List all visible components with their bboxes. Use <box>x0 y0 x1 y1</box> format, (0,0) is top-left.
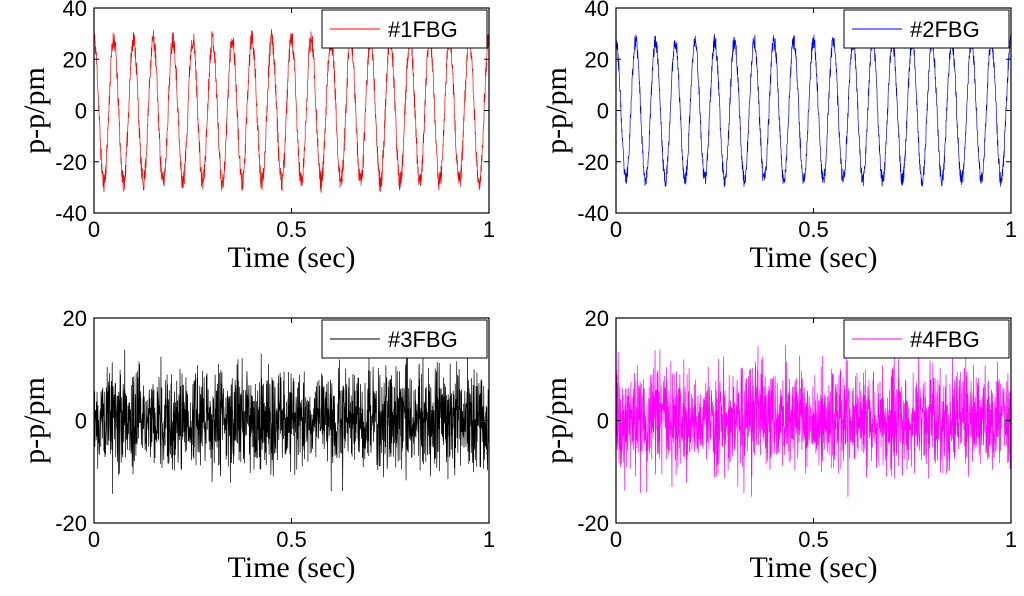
series-line-2fbg <box>615 33 1012 188</box>
legend: #1FBG <box>321 9 488 49</box>
x-axis-label: Time (sec) <box>227 551 355 584</box>
y-axis-ticks: -20 0 20 <box>577 306 1011 536</box>
y-axis-ticks: -20 0 20 <box>55 306 489 536</box>
x-axis-label: Time (sec) <box>749 241 877 274</box>
x-tick-label: 0.5 <box>276 527 307 552</box>
y-axis-label: p-p/pm <box>540 377 573 464</box>
y-tick-label: 20 <box>585 47 609 72</box>
y-tick-label: 40 <box>63 0 87 21</box>
y-tick-label: -40 <box>577 201 609 226</box>
y-axis-label: p-p/pm <box>540 67 573 154</box>
y-tick-label: 0 <box>75 409 87 434</box>
series-line-4fbg <box>615 344 1012 497</box>
y-tick-label: -40 <box>55 201 87 226</box>
legend: #4FBG <box>843 319 1010 359</box>
x-tick-label: 1 <box>1005 527 1017 552</box>
x-axis-label: Time (sec) <box>749 551 877 584</box>
legend-label: #3FBG <box>388 327 458 352</box>
x-tick-label: 0 <box>88 527 100 552</box>
x-axis-ticks: 0 0.5 1 <box>610 318 1017 552</box>
x-tick-label: 0.5 <box>276 217 307 242</box>
x-tick-label: 1 <box>483 527 495 552</box>
y-axis-label: p-p/pm <box>18 67 51 154</box>
y-tick-label: 0 <box>75 99 87 124</box>
y-tick-label: 20 <box>63 306 87 331</box>
x-tick-label: 1 <box>483 217 495 242</box>
y-tick-label: -20 <box>577 150 609 175</box>
x-tick-label: 1 <box>1005 217 1017 242</box>
y-axis-ticks: -40 -20 0 20 40 <box>55 0 489 226</box>
x-axis-ticks: 0 0.5 1 <box>88 8 495 242</box>
legend-label: #2FBG <box>910 17 980 42</box>
y-tick-label: 20 <box>585 306 609 331</box>
x-tick-label: 0 <box>88 217 100 242</box>
x-axis-ticks: 0 0.5 1 <box>88 318 495 552</box>
y-tick-label: -20 <box>577 511 609 536</box>
legend: #2FBG <box>843 9 1010 49</box>
x-tick-label: 0 <box>610 217 622 242</box>
x-axis-label: Time (sec) <box>227 241 355 274</box>
legend-label: #4FBG <box>910 327 980 352</box>
y-axis-ticks: -40 -20 0 20 40 <box>577 0 1011 226</box>
y-tick-label: 40 <box>585 0 609 21</box>
x-tick-label: 0.5 <box>798 527 829 552</box>
series-line-3fbg <box>93 348 490 494</box>
y-tick-label: 0 <box>597 409 609 434</box>
y-tick-label: -20 <box>55 511 87 536</box>
y-axis-label: p-p/pm <box>18 377 51 464</box>
series-line-1fbg <box>93 29 490 193</box>
y-tick-label: -20 <box>55 150 87 175</box>
x-tick-label: 0.5 <box>798 217 829 242</box>
x-axis-ticks: 0 0.5 1 <box>610 8 1017 242</box>
y-tick-label: 20 <box>63 47 87 72</box>
legend: #3FBG <box>321 319 488 359</box>
legend-label: #1FBG <box>388 17 458 42</box>
x-tick-label: 0 <box>610 527 622 552</box>
y-tick-label: 0 <box>597 99 609 124</box>
